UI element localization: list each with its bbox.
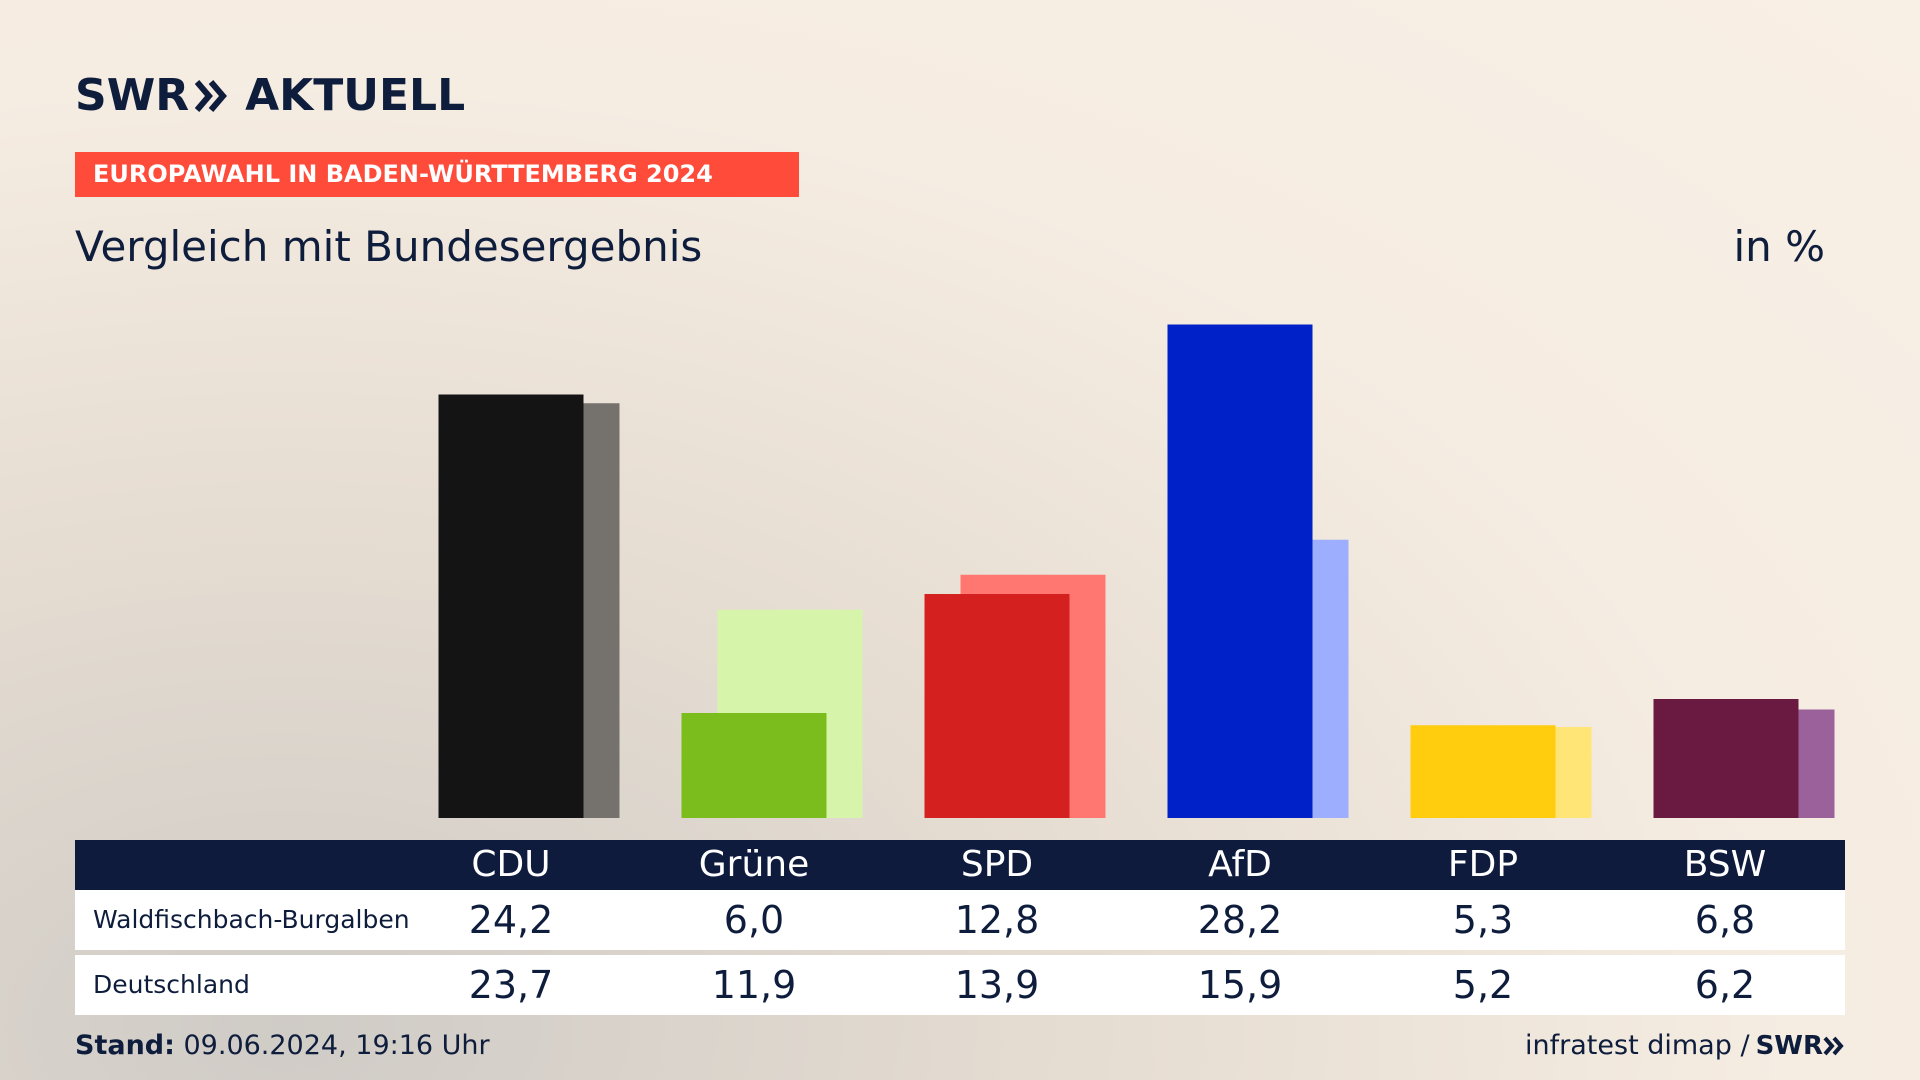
value-germany-gruene: 11,9	[711, 963, 797, 1007]
bar-chart	[438, 324, 1835, 818]
header-fdp: FDP	[1447, 844, 1519, 885]
double-chevron-icon	[195, 79, 228, 112]
bar-local-gruene	[681, 713, 827, 818]
bar-local-afd	[1167, 324, 1313, 818]
double-chevron-icon	[1823, 1036, 1844, 1055]
bar-local-cdu	[438, 394, 584, 818]
bar-local-fdp	[1410, 725, 1556, 818]
value-germany-cdu: 23,7	[468, 963, 554, 1007]
timestamp: Stand: 09.06.2024, 19:16 Uhr	[75, 1030, 490, 1061]
value-germany-spd: 13,9	[954, 963, 1040, 1007]
header-bsw: BSW	[1683, 844, 1767, 885]
table-row: Waldfischbach-Burgalben 24,2 6,0 12,8 28…	[75, 890, 1845, 950]
election-banner: EUROPAWAHL IN BADEN-WÜRTTEMBERG 2024	[75, 152, 799, 197]
chart-title: Vergleich mit Bundesergebnis	[75, 222, 703, 271]
value-local-afd: 28,2	[1197, 898, 1283, 942]
table-row: Deutschland 23,7 11,9 13,9 15,9 5,2 6,2	[75, 955, 1845, 1015]
bar-local-bsw	[1653, 699, 1799, 818]
source-text: infratest dimap /	[1525, 1030, 1750, 1061]
stand-value: 09.06.2024, 19:16 Uhr	[174, 1030, 490, 1061]
value-local-gruene: 6,0	[723, 898, 785, 942]
header-cdu: CDU	[471, 844, 551, 885]
header-gruene: Grüne	[698, 844, 810, 885]
source-credit: infratest dimap / SWR	[1525, 1030, 1845, 1061]
header-afd: AfD	[1208, 844, 1272, 885]
value-local-bsw: 6,8	[1694, 898, 1756, 942]
bar-local-spd	[924, 594, 1070, 818]
unit-label: in %	[1733, 222, 1825, 271]
value-local-fdp: 5,3	[1452, 898, 1514, 942]
logo-aktuell-text: AKTUELL	[245, 70, 466, 121]
swr-small-logo: SWR	[1756, 1031, 1845, 1061]
stand-label: Stand:	[75, 1030, 175, 1061]
results-table: CDU Grüne SPD AfD FDP BSW Waldfischbach-…	[75, 840, 1845, 1015]
value-local-spd: 12,8	[954, 898, 1040, 942]
value-germany-bsw: 6,2	[1694, 963, 1756, 1007]
swr-aktuell-logo: SWR AKTUELL	[75, 70, 465, 121]
logo-swr-text: SWR	[75, 70, 190, 121]
row-label-local: Waldfischbach-Burgalben	[93, 905, 410, 934]
table-header-row: CDU Grüne SPD AfD FDP BSW	[75, 840, 1845, 890]
header-spd: SPD	[960, 844, 1034, 885]
row-label-germany: Deutschland	[93, 970, 250, 999]
value-local-cdu: 24,2	[468, 898, 554, 942]
value-germany-fdp: 5,2	[1452, 963, 1514, 1007]
swr-small-text: SWR	[1755, 1030, 1823, 1061]
value-germany-afd: 15,9	[1197, 963, 1283, 1007]
